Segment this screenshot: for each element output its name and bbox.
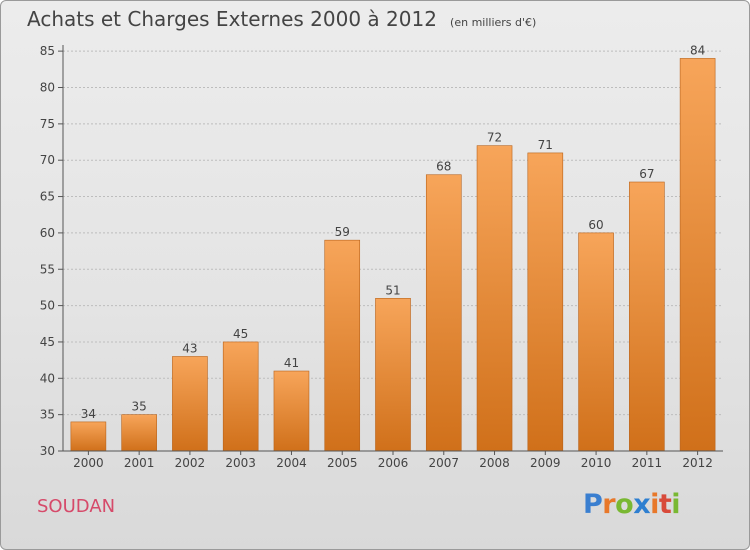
y-tick-label: 65 [40, 190, 55, 204]
bar [425, 174, 462, 452]
bar-value-label: 67 [639, 167, 654, 181]
bar-value-label: 51 [385, 283, 400, 297]
bar-value-label: 60 [588, 218, 603, 232]
logo-letter: x [633, 489, 651, 520]
x-tick-label: 2008 [479, 456, 510, 470]
logo-letter: o [615, 489, 634, 520]
x-tick-label: 2004 [276, 456, 307, 470]
chart-title-block: Achats et Charges Externes 2000 à 2012 (… [27, 7, 536, 31]
logo-letter: i [650, 489, 659, 520]
y-tick-label: 60 [40, 226, 55, 240]
y-tick-label: 50 [40, 299, 55, 313]
x-tick-label: 2002 [175, 456, 206, 470]
x-tick-label: 2007 [428, 456, 459, 470]
bar-value-label: 68 [436, 160, 451, 174]
x-tick-label: 2005 [327, 456, 358, 470]
commune-name: SOUDAN [37, 496, 116, 517]
bar [578, 232, 614, 452]
y-tick-label: 75 [40, 117, 55, 131]
y-tick-label: 80 [40, 81, 55, 95]
proxiti-logo: Proxiti [583, 489, 681, 520]
bar [324, 239, 361, 452]
logo-letter: r [602, 489, 616, 520]
bar-value-label: 43 [182, 341, 197, 355]
y-tick-label: 45 [40, 335, 55, 349]
y-tick-label: 40 [40, 371, 55, 385]
bar-value-label: 72 [487, 131, 502, 145]
x-tick-label: 2003 [225, 456, 256, 470]
bar [629, 181, 665, 452]
bar [375, 298, 411, 452]
bar-value-label: 35 [132, 400, 147, 414]
bar [222, 341, 259, 452]
x-tick-label: 2012 [682, 456, 713, 470]
y-tick-label: 85 [40, 44, 55, 58]
bar [172, 356, 208, 452]
y-tick-label: 35 [40, 408, 55, 422]
bar [679, 58, 716, 452]
bar [70, 421, 107, 452]
bar [527, 152, 564, 452]
bar-value-label: 45 [233, 327, 248, 341]
bar-value-label: 84 [690, 43, 705, 57]
bar [476, 145, 513, 452]
bar-value-label: 71 [538, 138, 553, 152]
logo-letter: P [583, 489, 603, 520]
y-tick-label: 55 [40, 262, 55, 276]
bar [273, 370, 310, 452]
y-tick-label: 70 [40, 153, 55, 167]
chart-unit: (en milliers d'€) [450, 16, 537, 29]
x-tick-label: 2001 [124, 456, 155, 470]
bar-value-label: 41 [284, 356, 299, 370]
x-tick-label: 2000 [73, 456, 104, 470]
bar-value-label: 34 [81, 407, 96, 421]
bar [121, 414, 157, 452]
chart-title: Achats et Charges Externes 2000 à 2012 [27, 7, 437, 31]
x-tick-label: 2006 [378, 456, 409, 470]
y-tick-label: 30 [40, 444, 55, 458]
logo-letter: t [658, 489, 672, 520]
x-tick-label: 2009 [530, 456, 561, 470]
logo-letter: i [671, 489, 681, 520]
x-tick-label: 2010 [581, 456, 612, 470]
x-tick-label: 2011 [632, 456, 663, 470]
bar-value-label: 59 [335, 225, 350, 239]
